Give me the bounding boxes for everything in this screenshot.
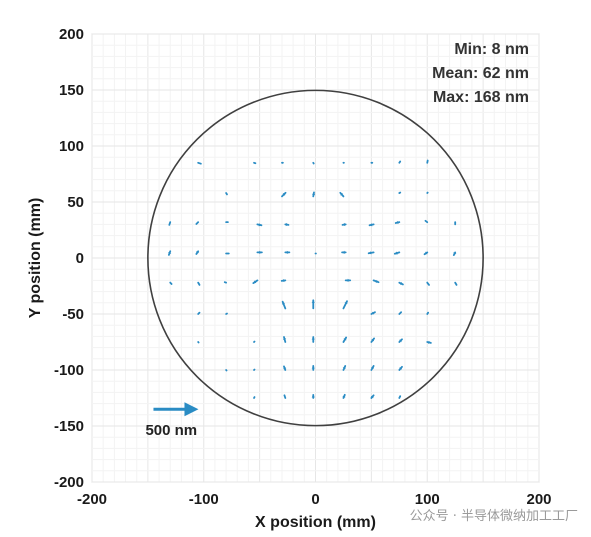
vector-arrow-head	[311, 192, 316, 196]
vector-arrow-head	[347, 278, 351, 282]
stats-box: Min: 8 nm Mean: 62 nm Max: 168 nm	[432, 41, 529, 106]
vector-arrow	[225, 192, 228, 196]
vector-arrow-head	[399, 281, 403, 285]
vector-arrow-head	[196, 251, 200, 254]
vector-arrow	[197, 281, 201, 286]
vector-arrow-head	[369, 223, 373, 227]
y-axis-label: Y position (mm)	[27, 198, 44, 319]
vector-arrow-head	[168, 251, 172, 255]
vector-arrow-head	[399, 339, 403, 343]
vector-arrow-head	[343, 337, 347, 341]
vector-arrow	[195, 221, 200, 225]
vector-arrow-head	[399, 366, 403, 370]
vector-arrow-head	[286, 250, 290, 254]
axis-ticks: -200 -100 0 100 200 200 150 100 50 0 -50 -100 -150 -2…	[54, 26, 552, 508]
x-tick-label: 100	[415, 491, 440, 508]
wafer-outline	[147, 89, 484, 427]
vector-arrow-head	[375, 279, 379, 283]
y-tick-label: 150	[59, 82, 84, 99]
vector-arrow-head	[342, 365, 346, 369]
grid-lines	[91, 33, 540, 483]
vector-arrow-head	[340, 192, 344, 196]
vector-arrow-head	[311, 300, 315, 303]
y-tick-label: 100	[59, 138, 84, 155]
vector-arrow	[398, 160, 402, 164]
stat-line: Min: 8 nm	[454, 41, 529, 58]
vector-arrow-head	[368, 251, 372, 255]
vector-arrow	[398, 395, 402, 399]
y-tick-label: 50	[67, 194, 84, 211]
y-tick-label: -100	[54, 362, 84, 379]
vector-arrow-head	[311, 365, 315, 369]
stat-line: Mean: 62 nm	[432, 65, 529, 82]
vector-arrow	[426, 311, 430, 315]
vector-arrow-head	[371, 338, 375, 342]
x-tick-label: 200	[526, 491, 551, 508]
reference-arrow-group: 500 nm	[145, 402, 199, 439]
vector-arrow-head	[394, 251, 398, 255]
y-tick-label: 200	[59, 26, 84, 43]
reference-arrow-label: 500 nm	[145, 422, 197, 439]
vector-arrow-head	[282, 301, 286, 305]
vector-arrow	[454, 281, 458, 286]
vector-arrow-head	[253, 280, 257, 284]
vector-arrow	[424, 219, 429, 224]
x-tick-label: 0	[311, 491, 319, 508]
vector-arrow-head	[311, 337, 315, 340]
vector-arrow-head	[370, 395, 374, 399]
vector-arrow-head	[453, 252, 457, 256]
stat-line: Max: 168 nm	[433, 89, 529, 106]
vector-arrow-head	[282, 192, 286, 196]
vector-arrow-head	[342, 222, 346, 227]
vector-arrow-head	[424, 251, 428, 255]
vector-arrow-head	[283, 366, 287, 370]
x-axis-label: X position (mm)	[255, 514, 376, 531]
watermark-text: 公众号 · 半导体微纳加工工厂	[410, 509, 578, 524]
vector-arrow-head	[395, 220, 399, 225]
y-tick-label: 0	[76, 250, 84, 267]
vector-arrow	[169, 281, 173, 285]
vector-arrow-head	[258, 223, 262, 227]
vector-arrow-head	[285, 222, 289, 227]
y-tick-label: -50	[62, 306, 84, 323]
vector-arrow	[197, 311, 201, 315]
vector-arrow	[426, 281, 430, 286]
vector-arrow-head	[283, 337, 287, 340]
vector-arrow-head	[344, 301, 348, 305]
x-tick-label: -100	[189, 491, 219, 508]
vector-field	[167, 159, 458, 399]
vector-arrow-head	[428, 340, 431, 344]
vector-arrow-head	[371, 365, 374, 369]
y-tick-label: -200	[54, 474, 84, 491]
vector-arrow-head	[259, 250, 262, 254]
x-tick-label: -200	[77, 491, 107, 508]
vector-arrow	[197, 161, 202, 165]
vector-arrow-head	[342, 250, 345, 254]
y-tick-label: -150	[54, 418, 84, 435]
vector-arrow	[168, 221, 172, 226]
vector-arrow-head	[372, 311, 375, 315]
vector-arrow-head	[342, 394, 346, 398]
reference-arrow-head	[184, 402, 199, 417]
vector-arrow	[398, 311, 403, 315]
vector-arrow-head	[311, 394, 315, 398]
vector-arrow-head	[281, 278, 285, 283]
vector-arrow	[283, 394, 287, 399]
